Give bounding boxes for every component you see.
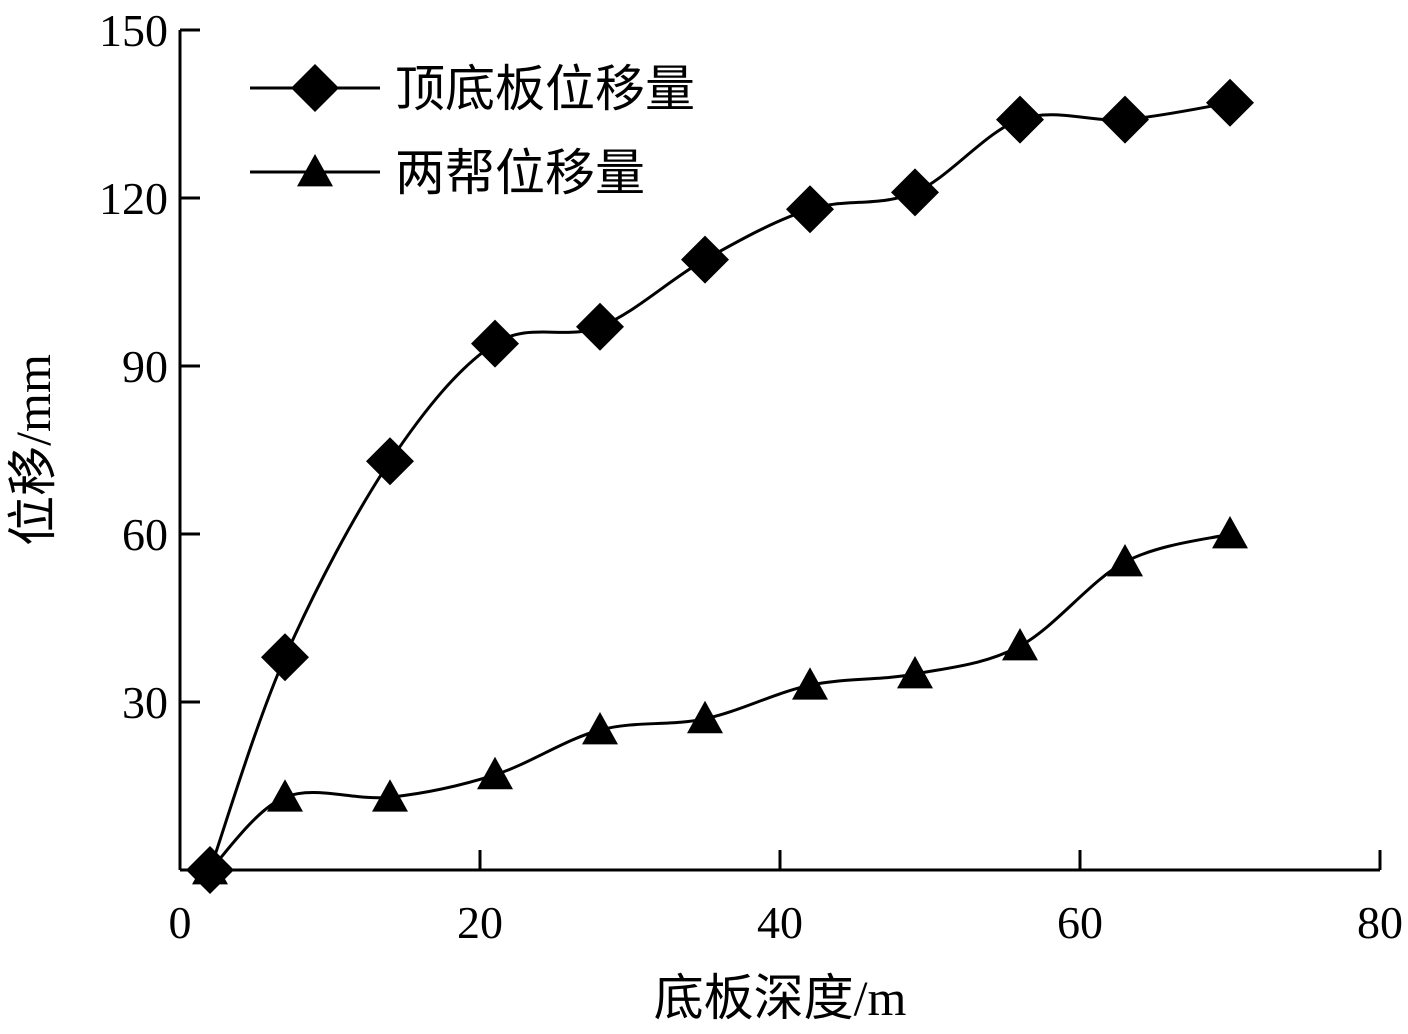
x-axis-title: 底板深度/m: [654, 970, 907, 1026]
triangle-point: [477, 756, 513, 790]
x-tick-label: 40: [757, 897, 803, 948]
triangle-point: [687, 700, 723, 734]
series-2: [192, 516, 1248, 885]
diamond-point: [996, 95, 1044, 144]
y-tick-label: 150: [99, 5, 168, 56]
axes: 0 20 40 60 80 30 60 90 120 150: [99, 5, 1403, 948]
triangle-point: [192, 852, 228, 885]
y-tick-label: 90: [122, 341, 168, 392]
triangle-point: [1212, 516, 1248, 549]
diamond-point: [576, 302, 624, 351]
y-tick-label: 60: [122, 509, 168, 560]
legend-diamond-marker: [291, 64, 339, 112]
diamond-point: [261, 633, 309, 682]
y-tick-label: 120: [99, 173, 168, 224]
triangle-point: [1107, 544, 1143, 577]
legend-triangle-marker: [297, 154, 333, 187]
series-line: [208, 101, 1231, 871]
triangle-point: [582, 712, 618, 745]
series-line: [208, 532, 1231, 872]
diamond-point: [471, 319, 519, 368]
x-tick-label: 20: [457, 897, 503, 948]
diamond-point: [891, 168, 939, 217]
triangle-point: [267, 779, 303, 812]
diamond-point: [1206, 78, 1254, 127]
y-axis-title: 位移/mm: [5, 354, 61, 546]
x-tick-label: 0: [169, 897, 192, 948]
y-tick-label: 30: [122, 677, 168, 728]
triangle-point: [1002, 628, 1038, 661]
diamond-point: [1101, 95, 1149, 144]
diamond-point: [786, 185, 834, 234]
legend-label: 两帮位移量: [395, 145, 645, 201]
series-1: [186, 78, 1254, 894]
triangle-point: [792, 667, 828, 700]
x-tick-label: 60: [1057, 897, 1103, 948]
triangle-point: [372, 779, 408, 812]
diamond-point: [681, 235, 729, 284]
x-tick-label: 80: [1357, 897, 1403, 948]
diamond-point: [366, 437, 414, 486]
legend-label: 顶底板位移量: [395, 61, 695, 117]
series-layer: [186, 78, 1254, 894]
triangle-point: [897, 656, 933, 689]
